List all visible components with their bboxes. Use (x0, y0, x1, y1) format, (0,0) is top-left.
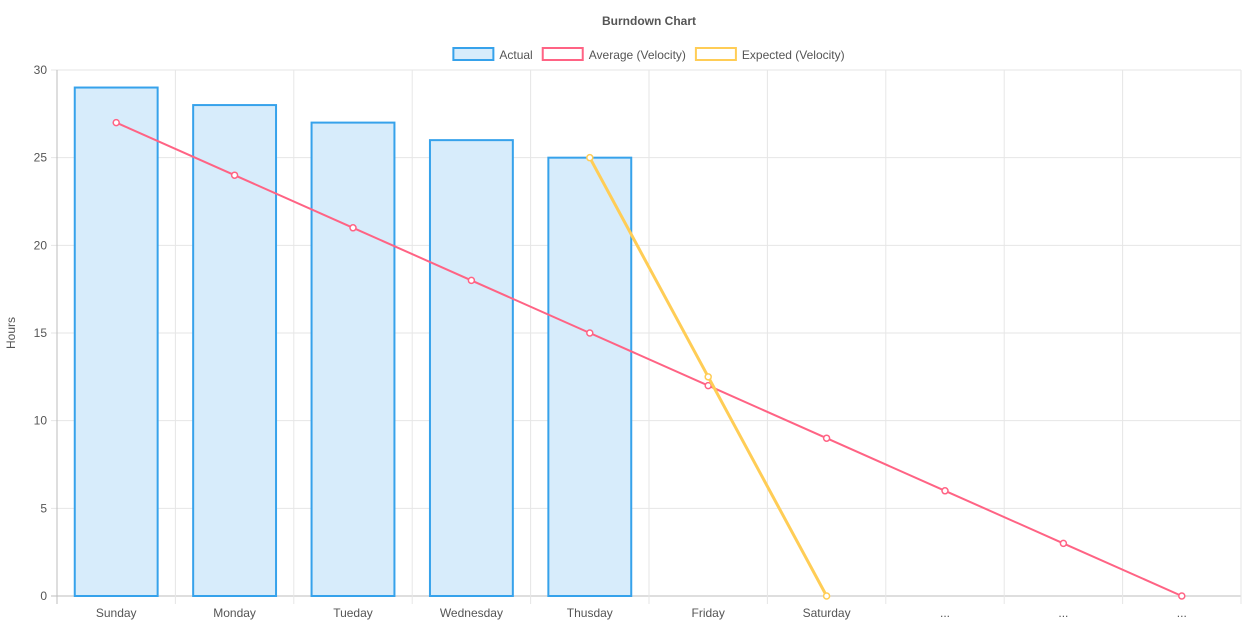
legend-swatch (541, 47, 584, 61)
x-tick-label: Wednesday (440, 606, 503, 620)
x-tick-label: Tueday (333, 606, 373, 620)
point-expected-velocity (586, 153, 594, 162)
y-tick-label: 25 (34, 151, 48, 165)
actual-bars (73, 86, 633, 598)
point-average-velocity (822, 434, 831, 442)
x-tick-label: Monday (213, 606, 256, 620)
y-axis: 0 5 10 15 20 25 30 (34, 63, 48, 603)
legend-label: Average (Velocity) (589, 48, 686, 62)
point-average-velocity (941, 487, 949, 495)
y-tick-label: 15 (34, 326, 48, 340)
legend-swatch (694, 47, 737, 61)
point-average-velocity (349, 224, 357, 232)
point-average-velocity (467, 276, 476, 285)
y-tick-label: 30 (34, 63, 48, 77)
point-average-velocity (586, 329, 594, 337)
y-tick-label: 0 (40, 589, 47, 603)
point-expected-velocity (704, 373, 712, 381)
x-tick-label: Sunday (96, 606, 137, 620)
point-average-velocity (230, 171, 239, 179)
point-average-velocity (1059, 539, 1068, 548)
chart-legend: Actual Average (Velocity) Expected (Veloci… (452, 47, 845, 62)
x-tick-label: ... (940, 606, 950, 620)
x-tick-label: Friday (692, 606, 725, 620)
line-average-velocity (115, 121, 1183, 597)
bar-actual (73, 86, 159, 598)
velocity-lines (112, 118, 1186, 600)
legend-label: Expected (Velocity) (742, 48, 845, 62)
y-tick-label: 5 (40, 501, 47, 515)
bar-actual (428, 139, 514, 597)
point-average-velocity (704, 381, 712, 390)
x-tick-label: Saturday (803, 606, 851, 620)
x-tick-label: Thusday (567, 606, 613, 620)
point-expected-velocity (822, 592, 831, 600)
legend-label: Actual (499, 48, 532, 62)
legend-swatch (452, 47, 495, 61)
point-average-velocity (112, 118, 120, 127)
x-axis: Sunday Monday Tueday Wednesday Thusday Friday… (96, 606, 1187, 620)
point-average-velocity (1178, 592, 1186, 600)
y-tick-label: 10 (34, 414, 48, 428)
y-tick-label: 20 (34, 238, 48, 252)
y-axis-label: Hours (4, 317, 18, 349)
x-tick-label: ... (1177, 606, 1187, 620)
x-tick-label: ... (1058, 606, 1068, 620)
bar-actual (310, 121, 396, 597)
bar-actual (547, 156, 633, 598)
chart-title: Burndown Chart (602, 14, 696, 28)
